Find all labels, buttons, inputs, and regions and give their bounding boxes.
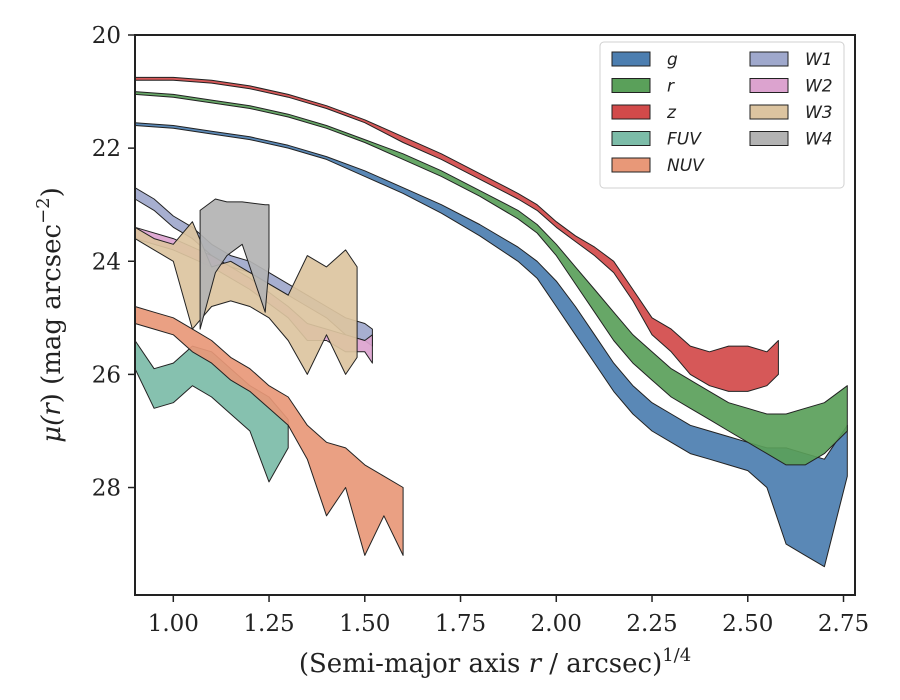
y-axis-label: μ(r) (mag arcsec−2) — [33, 187, 67, 443]
y-tick-label: 28 — [92, 476, 121, 502]
x-tick-label: 1.00 — [148, 611, 199, 637]
band-r — [134, 91, 848, 466]
y-tick-label: 24 — [92, 249, 121, 275]
legend-label-w1: W1 — [805, 50, 833, 70]
legend-swatch-g — [611, 51, 651, 67]
x-tick-label: 2.50 — [722, 611, 773, 637]
legend-swatch-w4 — [749, 131, 789, 146]
legend-label-w2: W2 — [805, 77, 833, 97]
legend-label-g: g — [667, 50, 678, 70]
y-tick-label: 26 — [92, 362, 121, 388]
ticks-layer: 1.00 1.25 1.50 1.75 2.00 2.25 2.50 2.75 20 22 24 26… — [92, 23, 869, 637]
legend-swatch-w2 — [749, 78, 789, 93]
band-g — [134, 122, 848, 568]
legend-swatch-w3 — [749, 104, 789, 120]
x-axis-label: (Semi-major axis r / arcsec)1/4 — [299, 645, 691, 679]
x-tick-label: 1.50 — [339, 611, 390, 637]
legend-swatch-w1 — [749, 51, 789, 67]
y-tick-label: 22 — [92, 136, 121, 162]
legend-label-z: z — [666, 103, 677, 123]
x-tick-label: 2.00 — [531, 611, 582, 637]
legend-swatch-nuv — [611, 157, 651, 173]
band-z — [134, 76, 779, 392]
band-nuv — [134, 306, 404, 556]
legend-label-r: r — [667, 77, 675, 97]
x-tick-label: 2.75 — [818, 611, 869, 637]
band-w4 — [199, 198, 270, 330]
x-tick-label: 1.75 — [435, 611, 486, 637]
plot-frame — [134, 34, 856, 596]
legend-swatch-r — [611, 78, 651, 93]
series-layer — [134, 76, 848, 568]
y-tick-label: 20 — [92, 23, 121, 49]
x-tick-label: 2.25 — [626, 611, 677, 637]
legend-swatch-z — [611, 104, 651, 120]
legend: grz FUV NUV W1 W2 W3 W4 — [599, 41, 845, 189]
legend-swatch-fuv — [611, 131, 651, 146]
legend-label-fuv: FUV — [667, 130, 702, 150]
legend-label-nuv: NUV — [667, 156, 705, 176]
legend-label-w4: W4 — [805, 130, 833, 150]
x-tick-label: 1.25 — [243, 611, 294, 637]
legend-label-w3: W3 — [805, 103, 833, 123]
